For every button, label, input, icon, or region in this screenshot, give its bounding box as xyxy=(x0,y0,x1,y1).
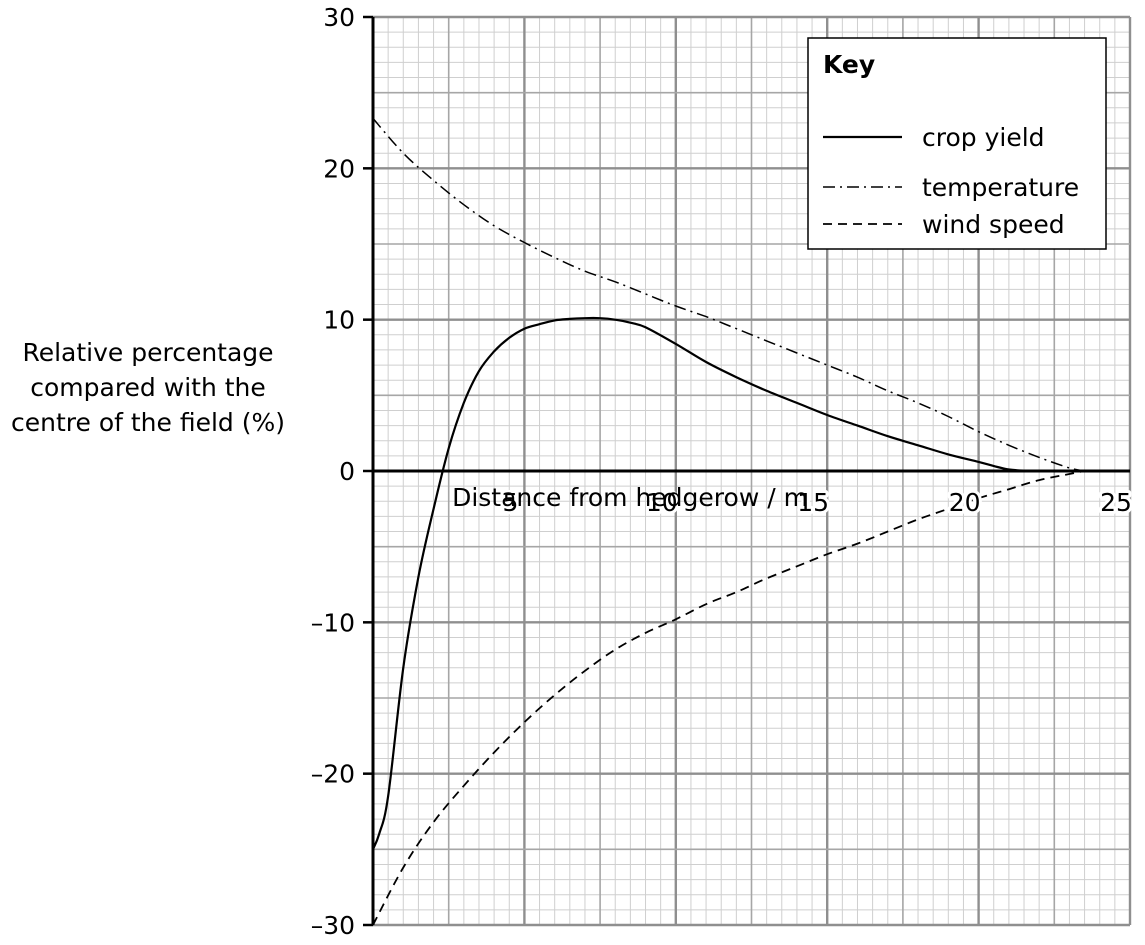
x-axis-title: Distance from hedgerow / m xyxy=(452,483,808,512)
y-tick-label: –30 xyxy=(311,911,355,940)
legend-label-wind-speed: wind speed xyxy=(922,210,1065,239)
tick-labels: 30 20 10 0 –10 –20 –30 5 10 15 20 25 xyxy=(311,3,1135,940)
legend-box xyxy=(807,37,1107,250)
series-layer xyxy=(371,117,1085,926)
x-tick-label: 20 xyxy=(949,488,981,517)
legend-label-temperature: temperature xyxy=(922,173,1079,202)
y-axis-title-line-3: centre of the field (%) xyxy=(11,408,285,437)
x-tick-label: 10 xyxy=(646,488,678,517)
y-tick-label: 20 xyxy=(323,154,355,183)
y-axis-title-line-2: compared with the xyxy=(30,373,266,402)
y-tick-label: –10 xyxy=(311,608,355,637)
y-axis-title-line-1: Relative percentage xyxy=(22,338,273,367)
y-tick-label: 10 xyxy=(323,306,355,335)
x-tick-label: 15 xyxy=(797,488,829,517)
y-tick-label: 30 xyxy=(323,3,355,32)
y-tick-label: 0 xyxy=(339,457,355,486)
axes xyxy=(363,15,1130,927)
y-tick-label: –20 xyxy=(311,760,355,789)
legend-label-crop-yield: crop yield xyxy=(922,123,1045,152)
x-tick-label: 25 xyxy=(1100,488,1132,517)
x-tick-label: 5 xyxy=(502,488,518,517)
series-line-temperature xyxy=(372,117,1085,472)
legend-title: Key xyxy=(823,50,875,79)
series-line-wind-speed xyxy=(372,470,1085,926)
legend: Key crop yield temperature wind speed xyxy=(807,37,1107,250)
series-line-crop-yield xyxy=(371,316,1040,850)
